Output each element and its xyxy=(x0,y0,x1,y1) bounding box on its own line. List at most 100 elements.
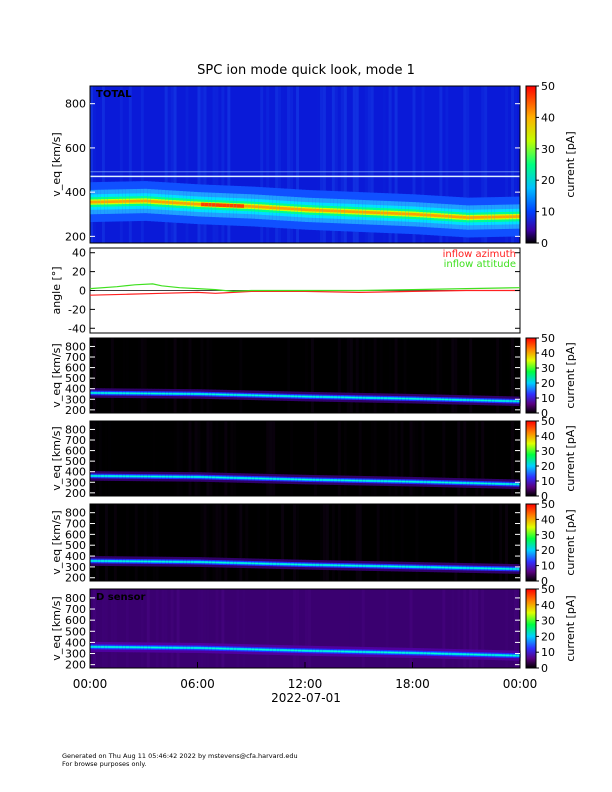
heatmap-band-cell xyxy=(333,650,338,652)
chart-title: SPC ion mode quick look, mode 1 xyxy=(197,63,415,78)
heatmap-band-cell xyxy=(222,648,227,650)
heatmap-band-cell xyxy=(168,201,174,204)
heatmap-column xyxy=(185,86,189,243)
heatmap-column xyxy=(227,86,231,243)
heatmap-band-cell xyxy=(502,400,507,402)
heatmap-band-cell xyxy=(301,479,306,481)
heatmap-band-cell xyxy=(176,201,181,205)
heatmap-band-cell xyxy=(115,475,120,477)
colorbar-tick-label: 30 xyxy=(541,362,555,375)
heatmap-column xyxy=(146,589,150,668)
panel-0: TOTAL 0 10 20 30 40 50 current [pA] 200 400 600 800… xyxy=(50,80,577,250)
heatmap-band-cell xyxy=(412,212,417,216)
heatmap-band-cell xyxy=(240,477,245,479)
heatmap-column xyxy=(469,589,473,668)
heatmap-band-cell xyxy=(176,561,181,563)
heatmap-band-cell xyxy=(90,392,95,394)
heatmap-band-cell xyxy=(373,211,378,214)
heatmap-band-cell xyxy=(351,210,356,214)
y-tick-label: 300 xyxy=(65,648,86,661)
heatmap-band-cell xyxy=(326,650,331,652)
legend-entry: inflow attitude xyxy=(444,259,516,270)
heatmap-column xyxy=(206,589,209,668)
heatmap-column xyxy=(153,421,156,496)
heatmap-band-cell xyxy=(434,652,439,655)
heatmap-column xyxy=(505,589,509,668)
heatmap-band-cell xyxy=(505,483,510,485)
heatmap-band-cell xyxy=(398,566,403,568)
heatmap-band-cell xyxy=(240,648,245,650)
heatmap-band-cell xyxy=(143,475,148,477)
colorbar-tick-label: 20 xyxy=(541,544,555,557)
heatmap-column xyxy=(236,589,240,668)
heatmap-band-cell xyxy=(215,393,220,395)
heatmap-band-cell xyxy=(136,475,141,477)
heatmap-peak-cell xyxy=(219,203,224,207)
heatmap-band-cell xyxy=(125,560,131,562)
heatmap-band-cell xyxy=(190,561,195,563)
colorbar-tick-label: 10 xyxy=(541,475,555,488)
heatmap-column xyxy=(466,86,470,243)
heatmap-band-cell xyxy=(269,206,274,209)
y-axis-label: v_eq [km/s] xyxy=(50,426,63,490)
y-tick-label: 40 xyxy=(72,247,86,260)
heatmap-column xyxy=(394,86,398,243)
heatmap-column xyxy=(104,589,108,668)
heatmap-band-cell xyxy=(272,649,277,651)
heatmap-band-cell xyxy=(133,646,138,648)
heatmap-band-cell xyxy=(434,214,439,217)
heatmap-column xyxy=(101,86,105,243)
colorbar-tick-label: 50 xyxy=(541,498,555,511)
y-tick-label: 200 xyxy=(65,487,86,500)
heatmap-band-cell xyxy=(165,393,170,395)
heatmap-band-cell xyxy=(502,483,507,485)
heatmap-band-cell xyxy=(179,393,184,395)
heatmap-peak-cell xyxy=(236,204,242,208)
heatmap-band-cell xyxy=(516,568,521,570)
heatmap-band-cell xyxy=(333,479,338,481)
heatmap-column xyxy=(113,504,117,581)
heatmap-band-cell xyxy=(204,476,209,478)
heatmap-band-cell xyxy=(326,396,331,398)
heatmap-column xyxy=(296,504,300,581)
heatmap-column xyxy=(331,504,335,581)
heatmap-band-cell xyxy=(129,560,134,562)
heatmap-column xyxy=(224,504,228,581)
heatmap-band-cell xyxy=(104,475,109,477)
heatmap-band-cell xyxy=(294,207,299,211)
heatmap-column xyxy=(305,589,308,668)
heatmap-band-cell xyxy=(365,565,371,567)
heatmap-band-cell xyxy=(190,476,195,478)
heatmap-band-cell xyxy=(444,482,449,484)
heatmap-band-cell xyxy=(279,563,285,565)
heatmap-band-cell xyxy=(498,568,503,570)
heatmap-band-cell xyxy=(118,560,123,562)
heatmap-band-cell xyxy=(484,215,489,219)
heatmap-band-cell xyxy=(451,567,457,569)
heatmap-column xyxy=(439,86,443,243)
heatmap-band-cell xyxy=(391,480,396,482)
colorbar-tick-label: 20 xyxy=(541,377,555,390)
y-tick-label: 400 xyxy=(65,466,86,479)
heatmap-band-cell xyxy=(297,395,303,397)
heatmap-band-cell xyxy=(387,480,392,482)
heatmap-band-cell xyxy=(498,215,503,219)
heatmap-column xyxy=(92,338,96,413)
heatmap-band-cell xyxy=(408,481,414,483)
heatmap-column xyxy=(367,86,371,243)
heatmap-column xyxy=(173,338,177,413)
heatmap-band-cell xyxy=(502,654,507,656)
heatmap-band-cell xyxy=(233,477,238,479)
heatmap-column xyxy=(505,504,509,581)
heatmap-band-cell xyxy=(373,565,378,567)
heatmap-column xyxy=(412,421,416,496)
heatmap-band-cell xyxy=(322,650,328,652)
heatmap-band-cell xyxy=(358,480,363,482)
heatmap-band-cell xyxy=(226,648,231,650)
heatmap-band-cell xyxy=(351,651,356,653)
heatmap-band-cell xyxy=(469,567,475,569)
heatmap-band-cell xyxy=(297,478,303,480)
heatmap-column xyxy=(355,86,359,243)
series-line-0 xyxy=(89,289,520,296)
heatmap-band-cell xyxy=(279,395,285,397)
